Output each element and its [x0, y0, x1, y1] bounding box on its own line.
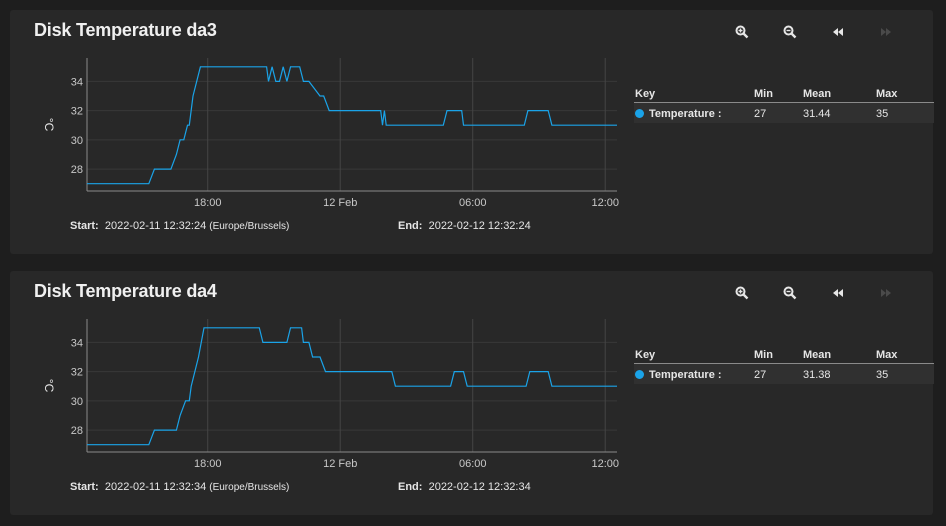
legend-header-mean: Mean — [803, 349, 832, 361]
end-value: 2022-02-12 12:32:24 — [428, 220, 531, 232]
card-title: Disk Temperature da4 — [34, 281, 217, 301]
legend-header-max: Max — [876, 349, 898, 361]
fast-forward-button[interactable] — [872, 283, 900, 303]
start-time: Start: 2022-02-11 12:32:34 (Europe/Bruss… — [70, 481, 289, 493]
timezone: (Europe/Brussels) — [209, 221, 290, 232]
fast-forward-icon — [881, 28, 891, 36]
legend-header-key: Key — [635, 349, 656, 361]
series-color-dot — [635, 370, 644, 379]
rewind-icon — [833, 289, 843, 297]
start-value: 2022-02-11 12:32:34 — [104, 481, 207, 493]
zoom-in-button[interactable] — [728, 22, 756, 42]
y-tick-label: 34 — [71, 337, 83, 349]
rewind-button[interactable] — [824, 22, 852, 42]
chart-card-da4: Disk Temperature da4 28 30 32 34 18:00 12 Feb… — [10, 271, 934, 515]
legend-series: Temperature : — [635, 369, 722, 381]
legend-header: Key Min Mean Max — [634, 84, 934, 103]
legend-table: Key Min Mean Max Temperature : 27 31.38 … — [634, 345, 934, 384]
start-label: Start: — [70, 220, 99, 232]
end-time: End: 2022-02-12 12:32:24 — [398, 220, 531, 232]
legend-header-min: Min — [754, 88, 773, 100]
y-tick-label: 32 — [71, 367, 83, 379]
legend-header-min: Min — [754, 349, 773, 361]
legend-min: 27 — [754, 369, 767, 381]
zoom-out-icon — [783, 25, 797, 39]
end-label: End: — [398, 481, 423, 493]
legend-header-mean: Mean — [803, 88, 832, 100]
zoom-out-button[interactable] — [776, 283, 804, 303]
zoom-in-button[interactable] — [728, 283, 756, 303]
legend-table: Key Min Mean Max Temperature : 27 31.44 … — [634, 84, 934, 123]
x-tick-label: 06:00 — [459, 197, 487, 209]
y-tick-label: 30 — [71, 396, 83, 408]
x-tick-label: 18:00 — [194, 197, 222, 209]
legend-max: 35 — [876, 108, 889, 120]
end-time: End: 2022-02-12 12:32:34 — [398, 481, 531, 493]
legend-header: Key Min Mean Max — [634, 345, 934, 364]
x-tick-label: 06:00 — [459, 458, 487, 470]
y-tick-label: 28 — [71, 425, 83, 437]
timezone: (Europe/Brussels) — [209, 482, 290, 493]
legend-row: Temperature : 27 31.38 35 — [634, 364, 934, 384]
legend-mean: 31.38 — [803, 369, 831, 381]
legend-mean: 31.44 — [803, 108, 831, 120]
chart-toolbar — [728, 22, 918, 42]
end-label: End: — [398, 220, 423, 232]
series-color-dot — [635, 109, 644, 118]
chart-card-da3: Disk Temperature da3 28 30 32 34 18:00 12 Feb… — [10, 10, 934, 254]
y-tick-label: 30 — [71, 135, 83, 147]
temperature-chart: 28 30 32 34 18:00 12 Feb 06:00 12:00 °C — [42, 319, 619, 470]
legend-header-max: Max — [876, 88, 898, 100]
temperature-series-line — [87, 66, 617, 185]
end-value: 2022-02-12 12:32:34 — [428, 481, 531, 493]
zoom-out-button[interactable] — [776, 22, 804, 42]
x-tick-label: 18:00 — [194, 458, 222, 470]
zoom-in-icon — [735, 286, 749, 300]
y-axis-label: °C — [42, 379, 56, 393]
rewind-icon — [833, 28, 843, 36]
fast-forward-icon — [881, 289, 891, 297]
x-tick-label: 12:00 — [591, 458, 619, 470]
legend-series-name: Temperature : — [649, 108, 722, 120]
fast-forward-button[interactable] — [872, 22, 900, 42]
chart-toolbar — [728, 283, 918, 303]
start-value: 2022-02-11 12:32:24 — [104, 220, 207, 232]
temperature-chart: 28 30 32 34 18:00 12 Feb 06:00 12:00 °C — [42, 58, 619, 209]
y-tick-label: 28 — [71, 164, 83, 176]
start-label: Start: — [70, 481, 99, 493]
legend-max: 35 — [876, 369, 889, 381]
card-title: Disk Temperature da3 — [34, 20, 217, 40]
legend-series-name: Temperature : — [649, 369, 722, 381]
rewind-button[interactable] — [824, 283, 852, 303]
x-tick-label: 12 Feb — [323, 458, 357, 470]
legend-row: Temperature : 27 31.44 35 — [634, 103, 934, 123]
zoom-out-icon — [783, 286, 797, 300]
legend-series: Temperature : — [635, 108, 722, 120]
zoom-in-icon — [735, 25, 749, 39]
y-axis-label: °C — [42, 118, 56, 132]
y-tick-label: 32 — [71, 106, 83, 118]
start-time: Start: 2022-02-11 12:32:24 (Europe/Bruss… — [70, 220, 289, 232]
x-tick-label: 12:00 — [591, 197, 619, 209]
legend-header-key: Key — [635, 88, 656, 100]
legend-min: 27 — [754, 108, 767, 120]
x-tick-label: 12 Feb — [323, 197, 357, 209]
temperature-series-line — [87, 327, 617, 446]
y-tick-label: 34 — [71, 76, 83, 88]
